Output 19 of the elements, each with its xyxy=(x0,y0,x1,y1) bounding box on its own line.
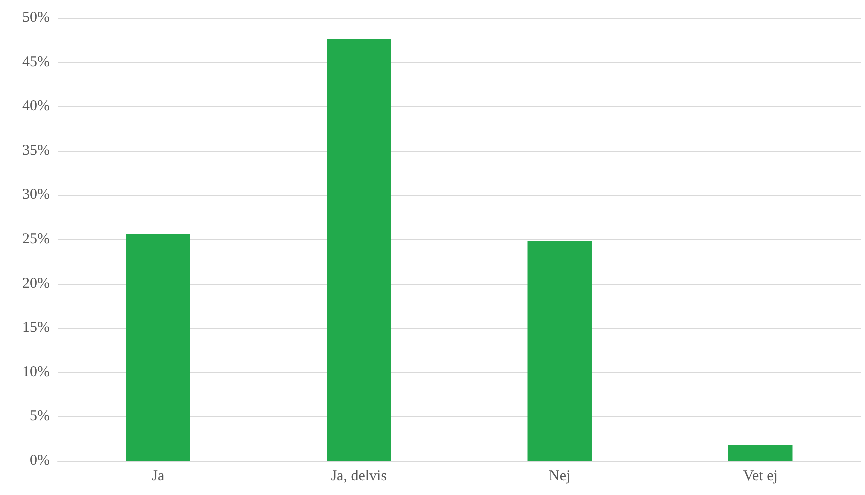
x-tick-label: Nej xyxy=(549,468,571,484)
y-tick-label: 25% xyxy=(22,232,50,248)
y-tick-label: 5% xyxy=(30,408,50,425)
y-tick-label: 0% xyxy=(30,453,50,469)
bar xyxy=(327,39,392,461)
y-tick-label: 50% xyxy=(22,10,50,26)
y-tick-label: 10% xyxy=(22,364,50,380)
y-tick-label: 15% xyxy=(22,320,50,336)
y-tick-label: 30% xyxy=(22,187,50,204)
bar xyxy=(126,234,190,461)
y-tick-label: 35% xyxy=(22,142,50,159)
x-tick-label: Ja, delvis xyxy=(331,468,388,484)
x-tick-label: Vet ej xyxy=(743,468,778,484)
y-tick-label: 20% xyxy=(22,276,50,292)
bar xyxy=(528,241,592,461)
bar xyxy=(728,445,793,461)
x-tick-label: Ja xyxy=(152,468,165,484)
y-tick-label: 40% xyxy=(22,98,50,115)
y-tick-label: 45% xyxy=(22,54,50,70)
